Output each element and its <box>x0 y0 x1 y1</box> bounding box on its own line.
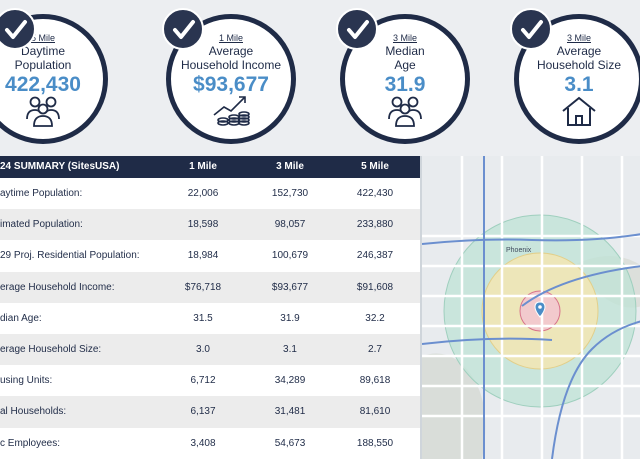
table-row: 29 Proj. Residential Population: 18,984 … <box>0 240 420 272</box>
map-graphic: Phoenix <box>422 156 640 459</box>
cell-3-mile: 3.1 <box>283 343 297 355</box>
cell-5-mile: 89,618 <box>359 375 391 387</box>
map-city-label: Phoenix <box>506 247 532 254</box>
cell-5-mile: 422,430 <box>356 188 394 199</box>
header-3-mile: 3 Mile <box>276 161 304 172</box>
stat-value: 3.1 <box>564 73 594 96</box>
cell-5-mile: $91,608 <box>356 281 394 293</box>
row-label: imated Population: <box>0 219 83 231</box>
stat-label: Average <box>208 44 254 58</box>
table-body: aytime Population: 22,006 152,730 422,43… <box>0 178 420 459</box>
table-row: erage Household Income: $76,718 $93,677 … <box>0 271 420 303</box>
cell-1-mile: 18,598 <box>187 219 219 231</box>
stats-section: 5 Mile Daytime Population 422,430 1 Mile… <box>0 0 640 150</box>
cell-1-mile: 6,712 <box>190 375 216 387</box>
people-icon <box>388 96 422 127</box>
check-icon <box>336 8 378 50</box>
row-label: 29 Proj. Residential Population: <box>0 250 140 262</box>
check-icon <box>162 8 204 50</box>
row-label: al Households: <box>0 406 67 418</box>
stat-value: 31.9 <box>384 73 426 96</box>
stat-value: $93,677 <box>193 73 269 96</box>
cell-1-mile: 31.5 <box>193 312 213 324</box>
cell-3-mile: 31.9 <box>280 312 300 324</box>
cell-1-mile: 18,984 <box>187 250 219 262</box>
row-label: c Employees: <box>0 437 61 449</box>
row-label: using Units: <box>0 375 53 387</box>
stat-radius: 3 Mile <box>566 33 591 43</box>
stat-value: 422,430 <box>5 73 81 96</box>
stat-label: Average <box>556 44 602 58</box>
house-icon <box>562 96 596 126</box>
cell-3-mile: 34,289 <box>274 375 306 387</box>
stat-label: Household Income <box>180 58 282 72</box>
row-label: dian Age: <box>0 312 42 324</box>
table-row: al Households: 6,137 31,481 81,610 <box>0 396 420 428</box>
location-pin-icon <box>534 301 546 318</box>
cell-3-mile: 100,679 <box>271 250 309 262</box>
cell-1-mile: 3,408 <box>190 437 216 449</box>
table-header: 24 SUMMARY (SitesUSA) 1 Mile 3 Mile 5 Mi… <box>0 156 420 178</box>
check-icon <box>0 8 36 50</box>
stat-radius: 5 Mile <box>30 33 55 43</box>
stat-label: Population <box>14 58 72 72</box>
row-label: erage Household Size: <box>0 343 102 355</box>
check-icon <box>510 8 552 50</box>
cell-3-mile: 54,673 <box>274 437 306 449</box>
stat-label: Household Size <box>536 58 622 72</box>
cell-5-mile: 246,387 <box>356 250 394 262</box>
summary-table: 24 SUMMARY (SitesUSA) 1 Mile 3 Mile 5 Mi… <box>0 156 420 459</box>
cell-1-mile: 6,137 <box>190 406 216 418</box>
cell-1-mile: 22,006 <box>187 188 219 199</box>
stat-label: Daytime <box>20 44 65 58</box>
cell-5-mile: 2.7 <box>368 343 382 355</box>
header-5-mile: 5 Mile <box>361 161 389 172</box>
header-1-mile: 1 Mile <box>189 161 217 172</box>
cell-3-mile: 98,057 <box>274 219 306 231</box>
table-row: c Employees: 3,408 54,673 188,550 <box>0 427 420 459</box>
table-row: imated Population: 18,598 98,057 233,880 <box>0 209 420 241</box>
cell-3-mile: 31,481 <box>274 406 306 418</box>
stat-label: Age <box>394 58 416 72</box>
money-growth-icon <box>213 96 250 126</box>
row-label: aytime Population: <box>0 188 83 199</box>
radius-map[interactable]: Phoenix <box>420 156 640 459</box>
cell-5-mile: 188,550 <box>356 437 394 449</box>
header-title: 24 SUMMARY (SitesUSA) <box>0 161 120 172</box>
people-icon <box>26 96 60 127</box>
table-row: erage Household Size: 3.0 3.1 2.7 <box>0 333 420 366</box>
cell-3-mile: $93,677 <box>271 281 309 293</box>
cell-5-mile: 233,880 <box>356 219 394 231</box>
cell-3-mile: 152,730 <box>271 188 309 199</box>
stat-label: Median <box>385 44 425 58</box>
table-row: aytime Population: 22,006 152,730 422,43… <box>0 178 420 210</box>
stat-radius: 1 Mile <box>218 33 243 43</box>
cell-1-mile: $76,718 <box>184 281 222 293</box>
cell-5-mile: 32.2 <box>365 312 385 324</box>
stat-daytime-population: 5 Mile Daytime Population 422,430 <box>0 14 108 144</box>
row-label: erage Household Income: <box>0 281 115 293</box>
table-row: dian Age: 31.5 31.9 32.2 <box>0 302 420 334</box>
cell-1-mile: 3.0 <box>196 343 210 355</box>
table-row: using Units: 6,712 34,289 89,618 <box>0 365 420 397</box>
stat-radius: 3 Mile <box>392 33 417 43</box>
cell-5-mile: 81,610 <box>359 406 391 418</box>
